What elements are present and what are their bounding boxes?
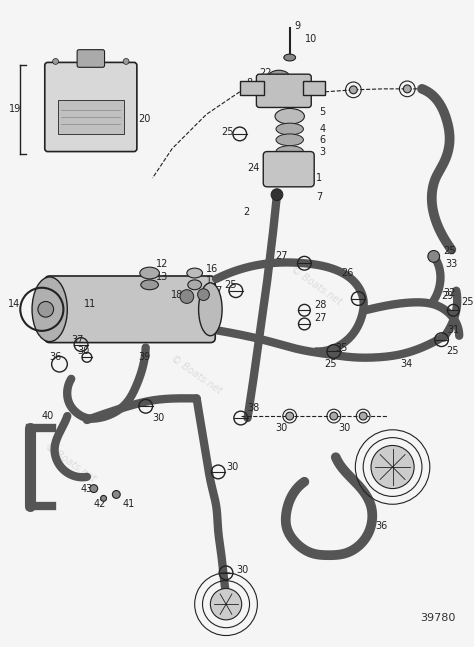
Text: 12: 12 [155,259,168,269]
Text: 19: 19 [9,104,21,115]
Text: 22: 22 [259,68,272,78]
Text: 11: 11 [84,300,96,309]
Text: 20: 20 [138,115,150,124]
Circle shape [286,412,293,420]
FancyBboxPatch shape [263,151,314,187]
FancyBboxPatch shape [45,62,137,151]
Text: 10: 10 [305,34,318,44]
Circle shape [371,446,414,488]
Bar [57,100,124,134]
Ellipse shape [276,123,303,135]
Circle shape [403,85,411,93]
Circle shape [210,589,242,620]
Text: 25: 25 [447,346,459,356]
Text: 36: 36 [375,521,387,531]
Text: 21: 21 [87,50,99,61]
Text: 40: 40 [42,411,54,421]
Circle shape [330,412,337,420]
Text: 17: 17 [211,286,224,296]
Text: 30: 30 [275,423,287,433]
Text: 25: 25 [224,280,237,290]
Text: 24: 24 [247,163,260,173]
Circle shape [53,58,58,64]
Text: 26: 26 [342,268,354,278]
Text: 7: 7 [316,192,322,202]
Circle shape [100,496,107,501]
Text: 4: 4 [319,124,325,134]
Circle shape [349,86,357,94]
Text: 38: 38 [247,403,260,413]
Text: © Boats.net: © Boats.net [43,442,98,484]
Text: 27: 27 [275,252,288,261]
Ellipse shape [276,134,303,146]
Bar [240,81,264,94]
Text: 43: 43 [81,483,93,494]
Text: 33: 33 [446,259,458,269]
Text: 25: 25 [324,359,337,369]
Text: 2: 2 [244,207,250,217]
Ellipse shape [276,146,303,157]
Text: 37: 37 [385,467,397,477]
Ellipse shape [284,54,296,61]
Ellipse shape [268,71,290,84]
Text: © Boats.net: © Boats.net [289,264,344,307]
Text: 3: 3 [319,147,325,157]
Text: 39780: 39780 [420,613,455,623]
Circle shape [180,290,194,303]
Ellipse shape [188,280,201,290]
FancyBboxPatch shape [77,50,105,67]
Circle shape [38,302,54,317]
Text: 15: 15 [207,276,219,286]
Text: 13: 13 [155,272,168,282]
Text: 6: 6 [319,135,325,145]
Bar [303,81,325,94]
Ellipse shape [140,267,159,279]
Text: 30: 30 [226,462,238,472]
Text: 30: 30 [77,346,90,356]
Text: 29: 29 [442,291,454,301]
FancyBboxPatch shape [45,276,215,343]
Ellipse shape [141,280,158,290]
Circle shape [359,412,367,420]
Text: 1: 1 [316,173,322,183]
Text: 9: 9 [295,21,301,31]
Text: 34: 34 [401,359,413,369]
Text: 16: 16 [207,264,219,274]
Text: 28: 28 [314,300,327,311]
Text: 35: 35 [336,344,348,353]
Text: 30: 30 [153,413,165,423]
Ellipse shape [32,277,67,342]
Text: 27: 27 [314,313,327,323]
Text: © Boats.net: © Boats.net [168,353,223,395]
Ellipse shape [275,109,304,124]
Text: 41: 41 [122,499,135,509]
Ellipse shape [199,283,222,336]
Text: 30: 30 [236,565,248,575]
Circle shape [198,289,210,300]
Circle shape [428,250,439,262]
Text: 8: 8 [246,78,253,88]
Text: 14: 14 [8,300,20,309]
Circle shape [123,58,129,64]
Text: 25: 25 [221,127,234,137]
Circle shape [90,485,98,492]
Text: 25: 25 [461,298,474,307]
Text: Boats.net: Boats.net [34,287,79,322]
Text: 32: 32 [444,288,456,298]
Circle shape [271,189,283,201]
Text: 30: 30 [339,423,351,433]
Circle shape [112,490,120,498]
Text: 36: 36 [50,353,62,362]
Text: 42: 42 [94,499,106,509]
Text: 18: 18 [171,290,183,300]
Text: 39: 39 [138,353,150,362]
Text: 5: 5 [319,107,325,117]
Text: 25: 25 [444,247,456,256]
Text: 37: 37 [71,334,83,345]
Text: 31: 31 [447,325,460,335]
Ellipse shape [187,268,202,278]
FancyBboxPatch shape [256,74,311,107]
